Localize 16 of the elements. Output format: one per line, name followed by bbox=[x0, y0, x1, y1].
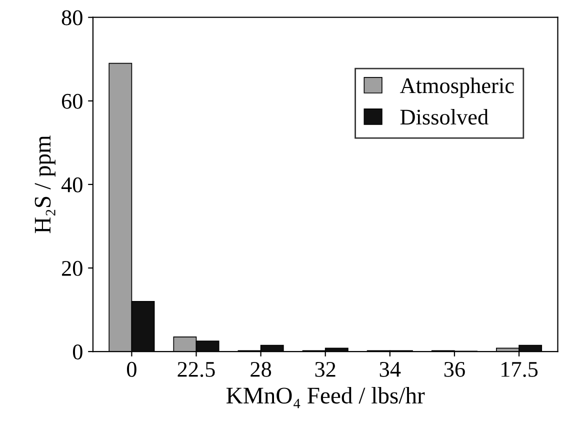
x-tick-label: 28 bbox=[250, 362, 272, 377]
y-tick-label: 80 bbox=[62, 10, 82, 26]
y-tick-label: 40 bbox=[61, 177, 82, 192]
y-tick-label: 20 bbox=[62, 260, 82, 276]
y-tick-label: 0 bbox=[72, 344, 82, 360]
legend-label: Dissolved bbox=[400, 108, 488, 125]
x-axis-title: KMnO₄ Feed / lbs/hr bbox=[226, 386, 425, 408]
y-tick-label: 60 bbox=[62, 94, 82, 109]
x-tick-label: 36 bbox=[444, 362, 465, 377]
legend-label: Atmospheric bbox=[400, 78, 514, 98]
y-axis-title: H₂S / ppm bbox=[34, 135, 56, 234]
x-tick-label: 17.5 bbox=[502, 362, 538, 377]
x-tick-label: 34 bbox=[380, 362, 401, 377]
x-tick-label: 32 bbox=[315, 362, 336, 377]
x-tick-label: 0 bbox=[126, 362, 136, 377]
x-tick-label: 22.5 bbox=[178, 362, 215, 377]
